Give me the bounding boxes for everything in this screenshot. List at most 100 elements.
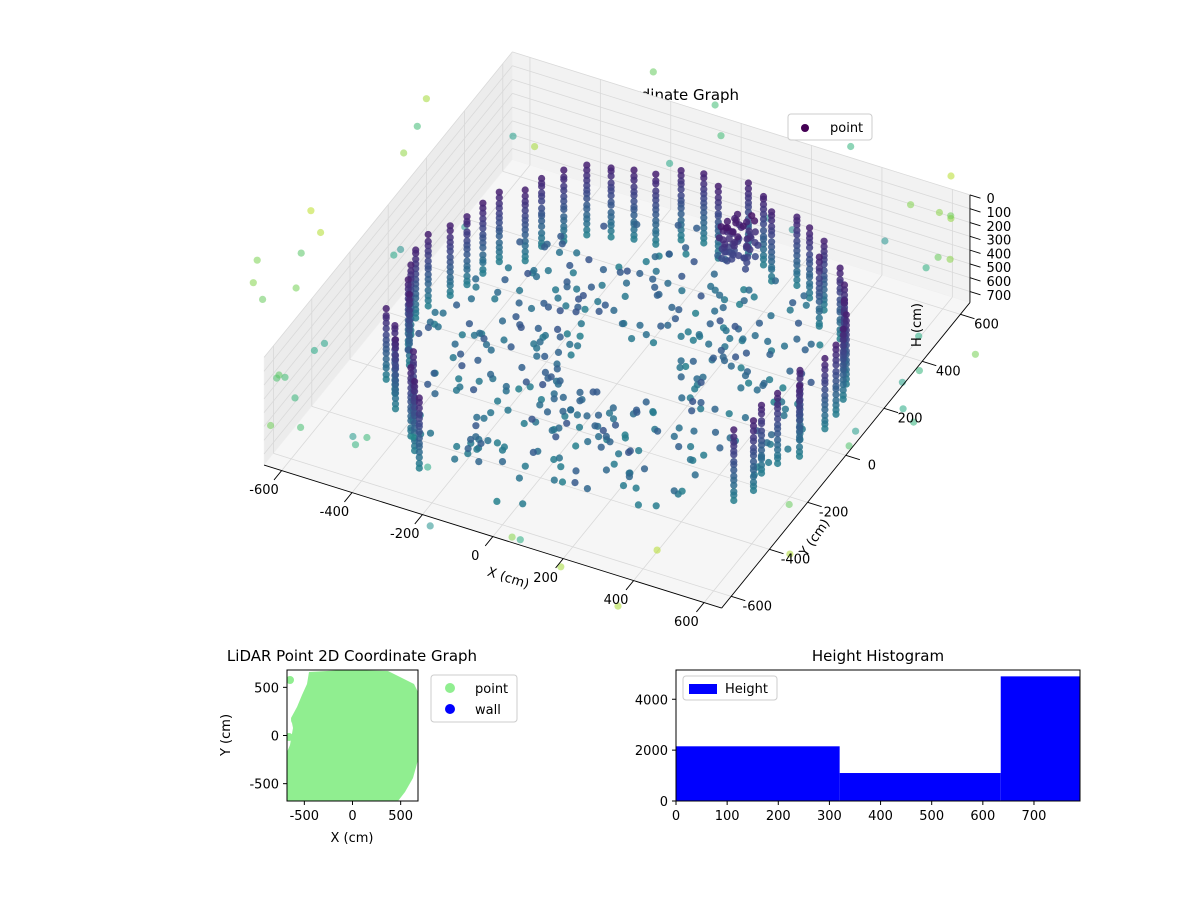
scatter-point [691, 471, 699, 479]
scatter-point [457, 350, 465, 358]
tick-z [969, 208, 981, 213]
scatter-point [515, 474, 524, 482]
tick-label-x: 600 [970, 809, 995, 824]
scatter-point [682, 244, 690, 252]
scatter-point [840, 286, 849, 294]
scatter-point [789, 299, 797, 307]
scatter-point [585, 256, 593, 264]
scatter-point [697, 399, 705, 407]
scatter-point [548, 426, 556, 434]
scatter-point [541, 352, 549, 360]
chart-3d-zlabel: H (cm) [910, 303, 925, 347]
tick-label-x: 600 [674, 615, 699, 630]
scatter-point [310, 346, 318, 355]
scatter-point [807, 378, 815, 386]
scatter-point [794, 319, 803, 327]
scatter-point [700, 174, 708, 182]
scatter-point [391, 371, 400, 379]
scatter-point [297, 249, 305, 257]
scatter-point [572, 308, 580, 316]
scatter-point [391, 394, 400, 402]
scatter-point [382, 305, 390, 313]
scatter-point [749, 466, 758, 474]
scatter-point [391, 365, 400, 373]
scatter-point [759, 381, 767, 390]
scatter-point [665, 250, 673, 258]
scatter-point [739, 222, 747, 230]
histogram-bar [1000, 676, 1080, 801]
scatter-point [632, 484, 640, 492]
chart-2d-plot-area [286, 669, 419, 802]
scatter-point [737, 384, 745, 392]
tick-x [555, 558, 564, 569]
tick-y [922, 360, 937, 367]
scatter-point [723, 217, 732, 225]
scatter-point [836, 269, 844, 277]
scatter-point [691, 385, 699, 393]
scatter-point [935, 208, 944, 217]
scatter-point [583, 226, 591, 234]
scatter-point [550, 390, 558, 398]
scatter-point [465, 320, 473, 328]
scatter-point [463, 245, 471, 253]
scatter-point [606, 438, 614, 446]
scatter-point [731, 322, 739, 330]
scatter-point [742, 349, 751, 357]
scatter-point [915, 367, 924, 375]
scatter-point [763, 439, 771, 447]
scatter-point [415, 434, 423, 442]
scatter-point [744, 185, 753, 193]
scatter-point [609, 404, 617, 412]
scatter-point [576, 332, 584, 340]
scatter-point [480, 335, 488, 343]
tick-label-x: -600 [249, 483, 279, 498]
scatter-point [560, 226, 568, 234]
scatter-point [463, 281, 471, 289]
scatter-point [743, 258, 751, 267]
scatter-point [757, 455, 766, 463]
scatter-point [567, 351, 575, 359]
scatter-point [771, 277, 780, 285]
scatter-point [487, 346, 495, 354]
scatter-point [479, 244, 487, 252]
scatter-point [671, 315, 680, 323]
scatter-point [555, 424, 563, 432]
scatter-point [622, 279, 631, 287]
scatter-point [652, 196, 660, 204]
scatter-point [560, 166, 568, 174]
scatter-point [700, 214, 708, 222]
scatter-point [297, 423, 305, 431]
scatter-point [767, 312, 775, 320]
scatter-point [424, 302, 432, 310]
scatter-point [700, 209, 708, 217]
tick-label-z: 700 [987, 289, 1012, 304]
scatter-point [554, 294, 562, 302]
scatter-point [517, 323, 525, 331]
scatter-point [728, 255, 736, 263]
scatter-point [577, 320, 585, 328]
scatter-point [249, 279, 257, 287]
scatter-point [793, 242, 801, 250]
scatter-point [725, 410, 733, 418]
scatter-point [575, 423, 584, 431]
grid-z [512, 51, 971, 196]
scatter-point [495, 204, 503, 212]
scatter-point [382, 331, 390, 339]
tick-label-y: -500 [249, 778, 279, 793]
scatter-point [686, 456, 695, 464]
scatter-point [730, 481, 738, 489]
tick-label-z: 0 [987, 192, 995, 207]
scatter-point [559, 407, 567, 415]
chart-2d-title: LiDAR Point 2D Coordinate Graph [227, 647, 477, 665]
scatter-point [630, 191, 638, 199]
scatter-point [538, 182, 546, 190]
scatter-point [801, 346, 809, 354]
scatter-point [821, 366, 829, 374]
scatter-point [405, 290, 413, 298]
tick-label-x: 400 [868, 809, 893, 824]
scatter-point [563, 330, 571, 338]
tick-z [969, 263, 981, 268]
scatter-point [495, 194, 503, 202]
scatter-point [508, 533, 516, 541]
scatter-point [446, 268, 454, 276]
